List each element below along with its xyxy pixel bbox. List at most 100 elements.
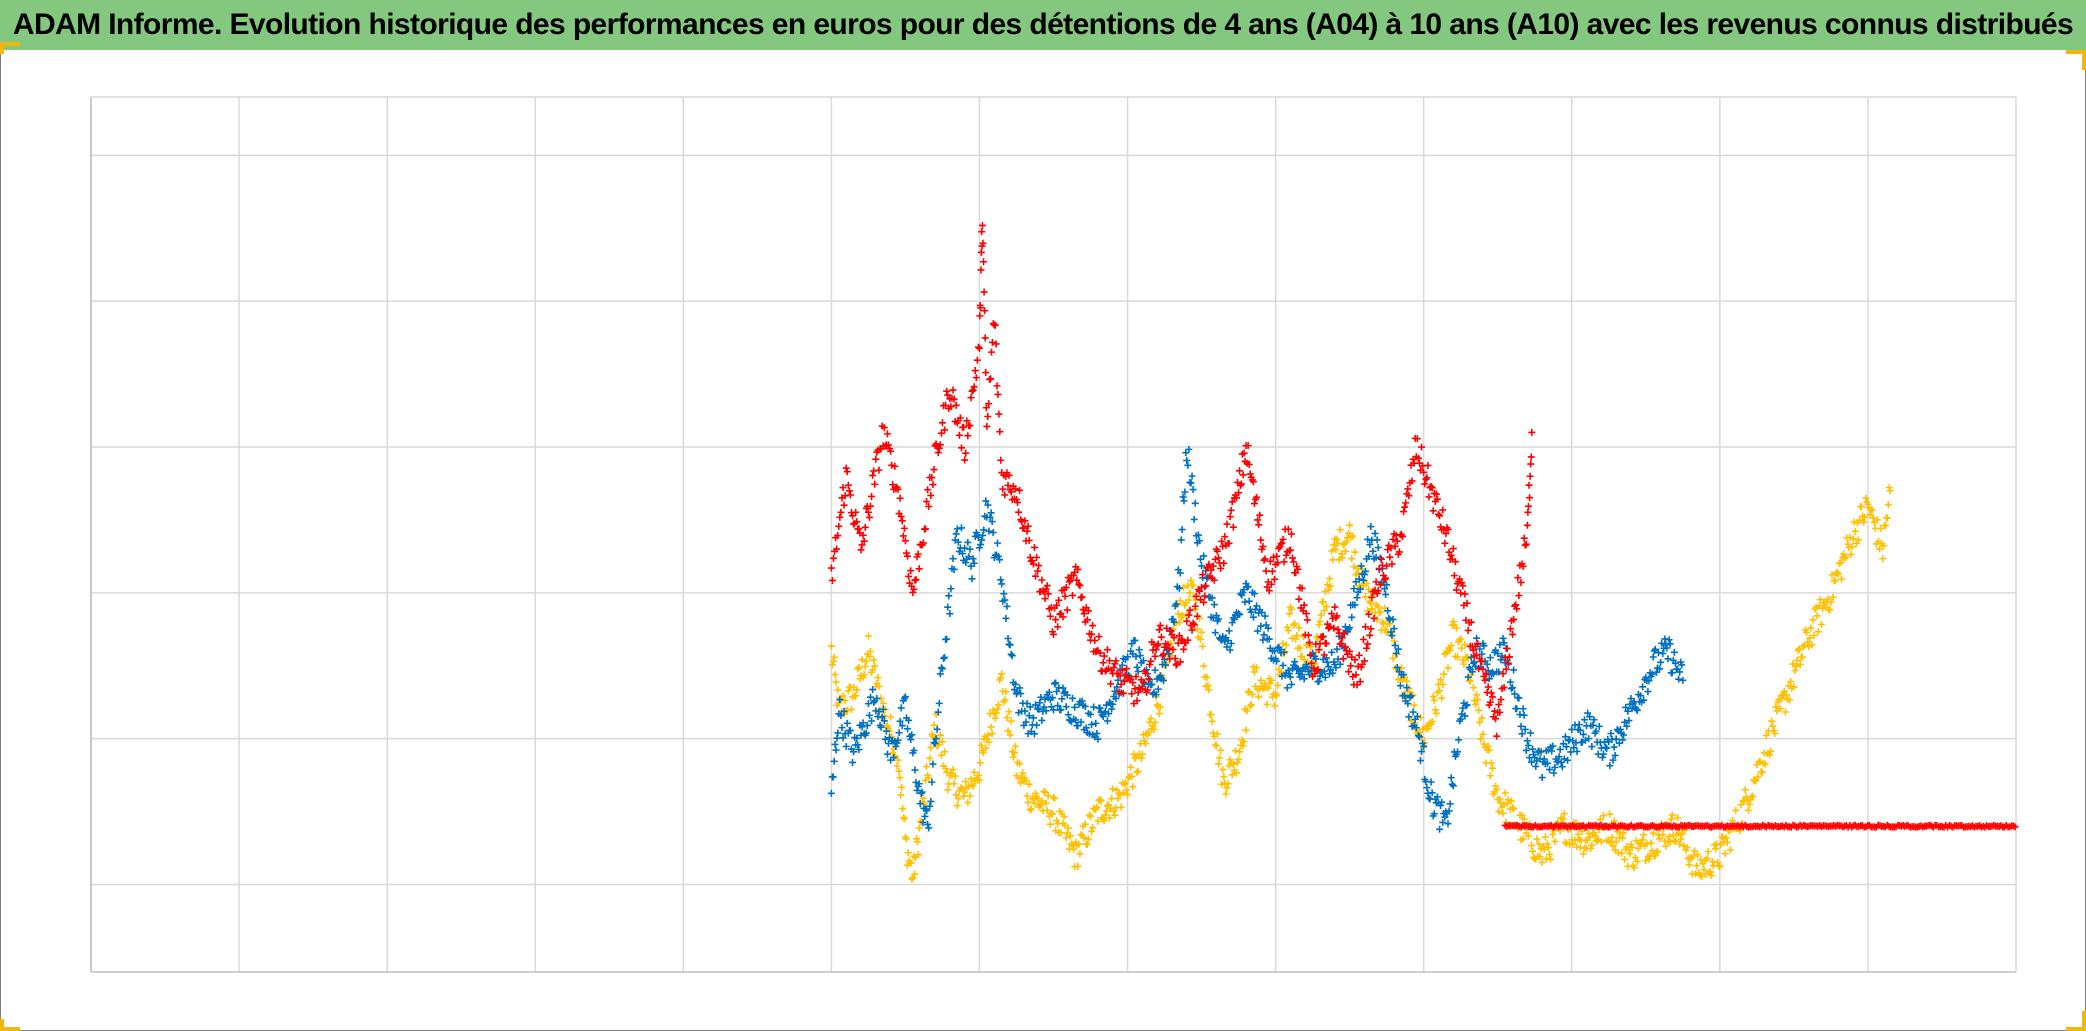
series-1-point	[1473, 651, 1481, 659]
series-2-point	[1494, 650, 1502, 658]
series-1-point	[1244, 442, 1252, 450]
series-3-point	[1062, 834, 1070, 842]
series-3-point	[923, 763, 931, 771]
series-2-point	[968, 575, 976, 583]
series-1-point	[960, 423, 968, 431]
series-3-point	[1264, 684, 1272, 692]
series-2-point	[1392, 649, 1400, 657]
series-1-point	[1295, 595, 1303, 603]
series-1-point	[1527, 453, 1535, 461]
series-1-point	[1270, 553, 1277, 561]
series-1-point	[1074, 565, 1082, 573]
series-2-point	[827, 789, 835, 797]
series-1-point	[1491, 707, 1499, 715]
series-2-point	[961, 544, 969, 552]
series-3-point	[1109, 785, 1117, 793]
series-2-point	[1557, 758, 1565, 766]
series-3-point	[944, 786, 952, 794]
series-2-point	[1515, 694, 1523, 702]
series-3-point	[962, 777, 970, 785]
series-1-point	[897, 513, 905, 521]
series-1-point	[1447, 551, 1455, 559]
series-2-point	[998, 580, 1006, 588]
series-2-point	[1575, 721, 1583, 729]
series-3-point	[988, 730, 996, 738]
series-1-point	[1146, 660, 1154, 668]
series-3-point	[1060, 813, 1068, 821]
series-2-point	[1592, 727, 1600, 735]
series-2-point	[988, 518, 996, 526]
series-2-point	[979, 531, 987, 539]
series-2-point	[1320, 667, 1328, 675]
series-3-point	[1458, 644, 1466, 652]
series-1-point	[936, 441, 944, 449]
series-3-point	[1796, 660, 1804, 668]
series-3-point	[1334, 539, 1342, 547]
series-1-point	[1011, 485, 1019, 493]
series-3-point	[1540, 846, 1548, 854]
series-3-point	[1017, 779, 1025, 787]
series-2-point	[1373, 536, 1381, 544]
series-3-point	[1609, 842, 1617, 850]
series-2-point	[1454, 748, 1462, 756]
series-2-point	[1412, 724, 1420, 732]
series-3-point	[950, 780, 958, 788]
series-2-point	[1573, 748, 1581, 756]
series-1-point	[1201, 592, 1209, 600]
series-3-point	[970, 768, 978, 776]
corner-handle-top-left[interactable]	[0, 42, 20, 54]
series-1-point	[887, 447, 895, 455]
series-2-point	[1449, 782, 1457, 790]
series-3-point	[1244, 688, 1252, 696]
series-1-point	[992, 340, 1000, 348]
series-1-point	[1307, 651, 1315, 659]
series-3-point	[1816, 596, 1824, 604]
series-2-point	[934, 708, 942, 716]
series-3-point	[1473, 691, 1481, 699]
series-2-point	[1548, 747, 1556, 755]
series-1-point	[974, 343, 982, 351]
series-3-point	[1367, 599, 1375, 607]
series-1-point	[1413, 435, 1421, 443]
series-2-point	[1236, 611, 1244, 619]
series-3-point	[1626, 850, 1634, 858]
series-1-point	[1363, 644, 1371, 652]
series-2-point	[1670, 648, 1678, 656]
series-1-point	[1393, 537, 1401, 545]
series-2-point	[1029, 714, 1037, 722]
series-1-point	[1481, 676, 1489, 684]
series-3-point	[1807, 624, 1815, 632]
series-2-point	[1394, 645, 1402, 653]
series-2-point	[1387, 628, 1395, 636]
series-3-point	[1242, 726, 1250, 734]
series-3-point	[1469, 684, 1477, 692]
series-1-point	[1145, 675, 1153, 683]
series-1-point	[972, 374, 980, 382]
series-3-point	[1263, 700, 1271, 708]
series-1-point	[997, 456, 1005, 464]
series-2-point	[1249, 613, 1257, 621]
series-3-point	[1185, 596, 1193, 604]
series-1-point	[1254, 516, 1262, 524]
series-2-point	[1011, 680, 1019, 688]
series-3-point	[961, 788, 969, 796]
corner-handle-top-right[interactable]	[2066, 50, 2086, 70]
series-1-point	[962, 449, 970, 457]
series-1-point	[1128, 690, 1136, 698]
series-3-point	[1044, 792, 1052, 800]
series-2-point	[1506, 678, 1514, 686]
series-3-point	[1410, 701, 1418, 709]
series-3-point	[1876, 545, 1884, 553]
series-3-point	[1151, 718, 1159, 726]
corner-handle-bottom-right[interactable]	[2066, 1011, 2086, 1031]
series-1-point	[1239, 471, 1247, 479]
series-1-point	[1199, 571, 1207, 579]
series-2-point	[1026, 703, 1034, 711]
series-1-point	[981, 334, 989, 342]
series-2-point	[1464, 673, 1472, 681]
series-1-point	[980, 258, 988, 266]
series-1-point	[1132, 673, 1140, 681]
series-2-point	[1568, 725, 1576, 733]
series-1-point	[1171, 655, 1179, 663]
corner-handle-bottom-left[interactable]	[0, 1019, 20, 1031]
